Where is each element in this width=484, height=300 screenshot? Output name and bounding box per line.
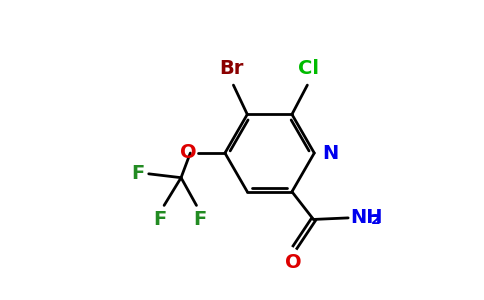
Text: F: F bbox=[153, 210, 167, 229]
Text: Cl: Cl bbox=[298, 59, 319, 78]
Text: Br: Br bbox=[220, 59, 244, 78]
Text: N: N bbox=[322, 143, 338, 163]
Text: 2: 2 bbox=[371, 213, 381, 227]
Text: O: O bbox=[285, 253, 302, 272]
Text: O: O bbox=[180, 143, 197, 162]
Text: F: F bbox=[131, 164, 144, 183]
Text: NH: NH bbox=[350, 208, 383, 226]
Text: F: F bbox=[194, 210, 207, 229]
